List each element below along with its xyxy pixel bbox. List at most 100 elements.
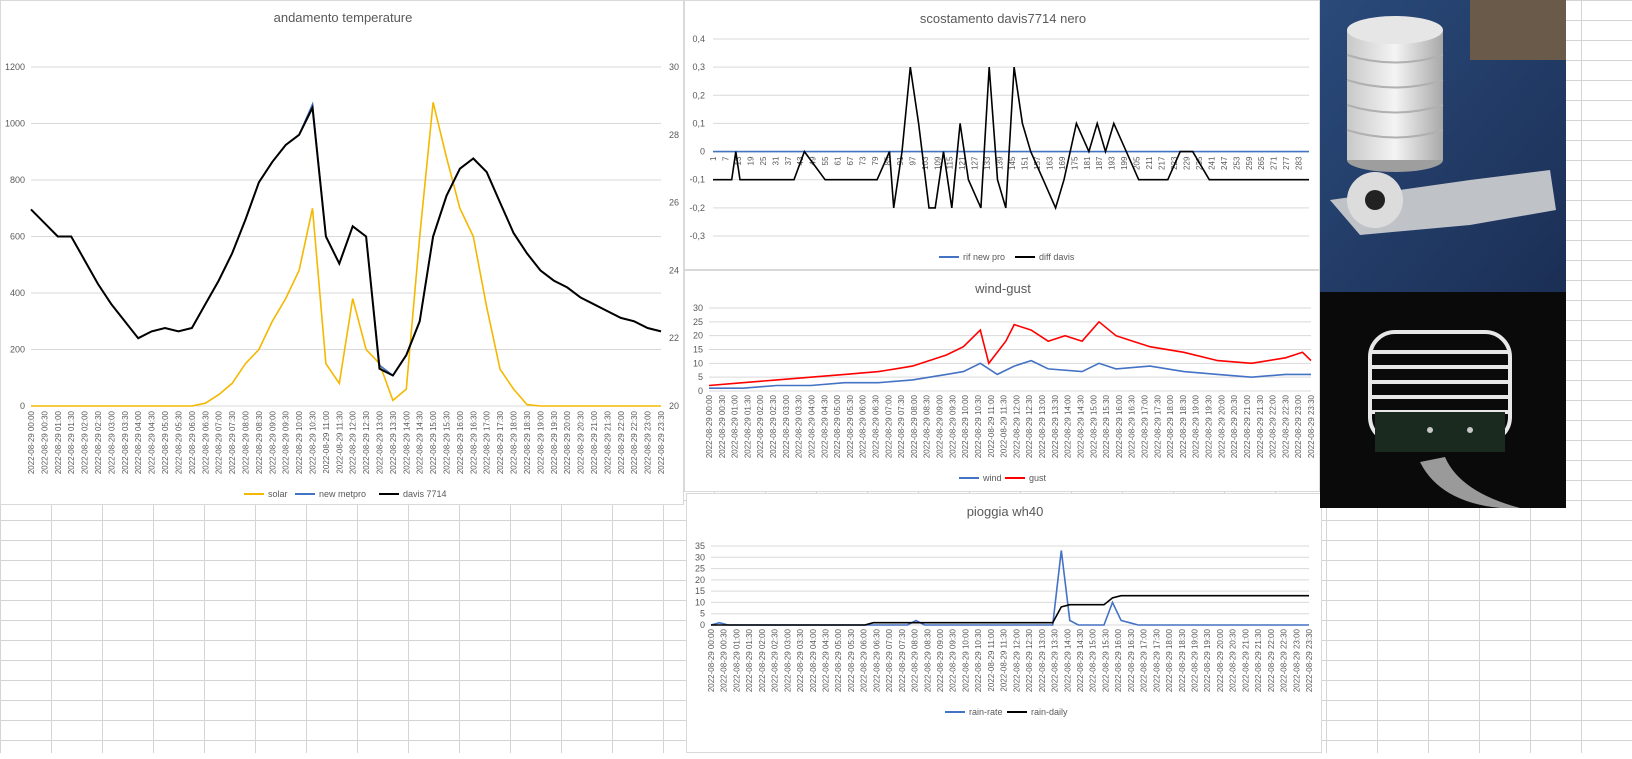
dev-x-tick: 163	[1045, 156, 1054, 170]
rain-x-tick: 2022-08-29 23:30	[1305, 628, 1314, 692]
dev-x-tick: 151	[1020, 156, 1029, 170]
legend-rif-new-pro: rif new pro	[963, 252, 1005, 262]
rain-x-tick: 2022-08-29 17:30	[1152, 628, 1161, 692]
rain-x-tick: 2022-08-29 00:00	[707, 628, 716, 692]
dev-x-tick: 247	[1220, 156, 1229, 170]
dev-series-diff-davis	[713, 66, 1309, 211]
wind-x-tick: 2022-08-29 12:30	[1025, 394, 1034, 458]
wind-x-tick: 2022-08-29 19:00	[1192, 394, 1201, 458]
wind-x-tick: 2022-08-29 08:30	[923, 394, 932, 458]
temp-y-right-tick: 26	[669, 198, 679, 208]
wind-x-tick: 2022-08-29 16:00	[1115, 394, 1124, 458]
radiation-shield-photo	[1320, 0, 1566, 292]
dev-x-tick: 19	[746, 156, 755, 165]
dev-x-tick: 133	[983, 156, 992, 170]
rain-chart-panel[interactable]: pioggia wh40 0 5 10 15 20 25 30 35 2022-08-29 00…	[686, 493, 1322, 753]
rain-x-tick: 2022-08-29 14:30	[1076, 628, 1085, 692]
rain-x-tick: 2022-08-29 13:00	[1038, 628, 1047, 692]
sensor-closeup-photo	[1320, 292, 1566, 508]
dev-x-tick: 55	[821, 156, 830, 165]
dev-x-tick: 283	[1295, 156, 1304, 170]
dev-x-tick: 271	[1270, 156, 1279, 170]
temp-y-left-tick: 1000	[5, 119, 25, 129]
rain-x-tick: 2022-08-29 03:00	[783, 628, 792, 692]
dev-x-tick: 157	[1033, 156, 1042, 170]
temp-x-tick: 2022-08-29 22:00	[617, 410, 626, 474]
wind-chart-panel[interactable]: wind-gust 0 5 10 15 20 25 30 2022-08-29 00:00 20…	[684, 270, 1320, 492]
temp-series-solar	[31, 102, 661, 407]
temp-series-new-metpro	[30, 101, 662, 377]
temp-x-tick: 2022-08-29 14:00	[402, 410, 411, 474]
temp-x-tick: 2022-08-29 20:30	[577, 410, 586, 474]
dev-x-tick: 7	[721, 156, 730, 161]
deviation-chart-title: scostamento davis7714 nero	[920, 11, 1086, 26]
rain-y-tick: 5	[700, 609, 705, 619]
wind-y-tick: 10	[693, 358, 703, 368]
temp-x-tick: 2022-08-29 10:00	[295, 410, 304, 474]
dev-x-tick: 175	[1070, 156, 1079, 170]
temp-x-tick: 2022-08-29 10:30	[308, 410, 317, 474]
dev-x-tick: 61	[834, 156, 843, 165]
rain-x-tick: 2022-08-29 23:00	[1292, 628, 1301, 692]
temp-x-tick: 2022-08-29 11:00	[322, 410, 331, 473]
rain-series-rain-daily	[711, 594, 1309, 626]
rain-x-tick: 2022-08-29 19:30	[1203, 628, 1212, 692]
temp-x-tick: 2022-08-29 01:30	[67, 410, 76, 474]
legend-new-metpro: new metpro	[319, 489, 366, 499]
temp-x-tick: 2022-08-29 06:00	[188, 410, 197, 474]
dev-x-tick: 211	[1145, 156, 1154, 169]
dev-x-tick: 229	[1182, 156, 1191, 170]
rain-y-tick: 25	[695, 564, 705, 574]
wind-x-tick: 2022-08-29 10:00	[961, 394, 970, 458]
temp-x-tick: 2022-08-29 08:30	[255, 410, 264, 474]
rain-x-tick: 2022-08-29 10:30	[974, 628, 983, 692]
temperature-legend: solar new metpro davis 7714	[244, 489, 447, 499]
rain-x-tick: 2022-08-29 02:30	[771, 628, 780, 692]
rain-x-tick: 2022-08-29 20:30	[1229, 628, 1238, 692]
dev-x-tick: 49	[809, 156, 818, 165]
temp-x-tick: 2022-08-29 09:30	[282, 410, 291, 474]
wind-x-tick: 2022-08-29 04:00	[807, 394, 816, 458]
wind-x-tick: 2022-08-29 22:00	[1269, 394, 1278, 458]
rain-y-tick: 30	[695, 552, 705, 562]
deviation-chart-panel[interactable]: scostamento davis7714 nero 0,4 0,3 0,2 0,1 0…	[684, 0, 1320, 270]
temp-x-tick: 2022-08-29 18:30	[523, 410, 532, 474]
rain-chart-title: pioggia wh40	[967, 504, 1044, 519]
temp-x-tick: 2022-08-29 03:00	[107, 410, 116, 474]
dev-y-tick: 0,4	[692, 34, 705, 44]
wind-x-tick: 2022-08-29 21:00	[1243, 394, 1252, 458]
temp-x-tick: 2022-08-29 14:30	[416, 410, 425, 474]
rain-x-tick: 2022-08-29 13:30	[1051, 628, 1060, 692]
dev-x-tick: 13	[734, 156, 743, 165]
temp-x-tick: 2022-08-29 03:30	[121, 410, 130, 474]
deviation-chart: scostamento davis7714 nero 0,4 0,3 0,2 0,1 0…	[689, 11, 1309, 262]
dev-x-tick: 103	[921, 156, 930, 170]
temp-x-tick: 2022-08-29 23:00	[644, 410, 653, 474]
wind-y-tick: 30	[693, 303, 703, 313]
rain-x-tick: 2022-08-29 05:00	[834, 628, 843, 692]
wind-x-tick: 2022-08-29 09:30	[948, 394, 957, 458]
wind-chart-title: wind-gust	[974, 281, 1031, 296]
temperature-chart-panel[interactable]: andamento temperature 0 200 400 600 800 1000 1…	[0, 0, 684, 505]
dev-x-tick: 121	[958, 156, 967, 170]
rain-x-tick: 2022-08-29 08:30	[923, 628, 932, 692]
wind-x-tick: 2022-08-29 03:00	[782, 394, 791, 458]
rain-x-tick: 2022-08-29 01:30	[745, 628, 754, 692]
rain-x-tick: 2022-08-29 04:00	[809, 628, 818, 692]
wind-x-tick: 2022-08-29 11:00	[987, 394, 996, 457]
temp-y-right-tick: 22	[669, 333, 679, 343]
dev-x-tick: 73	[859, 156, 868, 165]
rain-x-tick: 2022-08-29 09:30	[949, 628, 958, 692]
wind-x-tick: 2022-08-29 12:00	[1012, 394, 1021, 458]
dev-x-tick: 127	[971, 156, 980, 170]
rain-x-tick: 2022-08-29 18:00	[1165, 628, 1174, 692]
temp-y-left-tick: 1200	[5, 62, 25, 72]
temp-y-left-tick: 800	[10, 175, 25, 185]
wind-legend: wind gust	[959, 473, 1047, 483]
wind-x-tick: 2022-08-29 14:00	[1064, 394, 1073, 458]
dev-x-tick: 181	[1083, 156, 1092, 170]
wind-x-tick: 2022-08-29 06:00	[859, 394, 868, 458]
rain-x-tick: 2022-08-29 04:30	[822, 628, 831, 692]
rain-legend: rain-rate rain-daily	[945, 707, 1068, 717]
rain-x-tick: 2022-08-29 21:30	[1254, 628, 1263, 692]
